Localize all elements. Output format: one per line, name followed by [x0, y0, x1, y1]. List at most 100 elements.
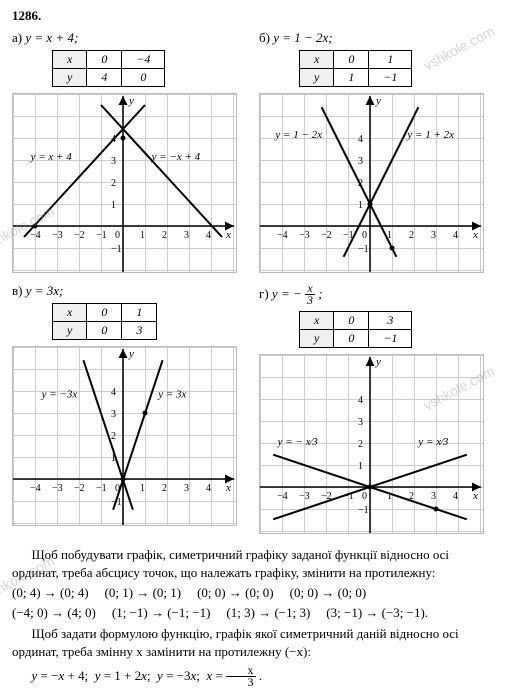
cell: x	[53, 304, 87, 322]
svg-text:x: x	[472, 229, 478, 241]
table-v: x01 y03	[52, 303, 157, 340]
svg-text:2: 2	[162, 483, 167, 494]
svg-text:−4: −4	[277, 230, 288, 241]
svg-text:−2: −2	[321, 230, 332, 241]
letter-b: б)	[259, 30, 270, 45]
chart-a: xy−4−3−2−101234−11234y = x + 4y = −x + 4	[12, 93, 237, 273]
cell: y	[53, 69, 87, 87]
svg-text:1: 1	[358, 461, 363, 472]
equation-b: y = 1 − 2x;	[273, 30, 332, 45]
svg-text:y = −3x: y = −3x	[41, 389, 78, 401]
svg-text:x: x	[225, 229, 231, 241]
svg-text:4: 4	[358, 134, 363, 145]
map-item: (1; −1) → (−1; −1)	[112, 604, 211, 622]
svg-text:4: 4	[206, 230, 211, 241]
letter-v: в)	[12, 283, 22, 298]
svg-text:4: 4	[111, 387, 116, 398]
svg-text:−3: −3	[52, 230, 63, 241]
cell: 0	[122, 69, 165, 87]
svg-text:y = x⁄3: y = x⁄3	[417, 436, 449, 448]
cell: x	[53, 51, 87, 69]
explanation-block: Щоб побудувати графік, симетричний графі…	[12, 546, 496, 689]
svg-text:y = 1 + 2x: y = 1 + 2x	[406, 129, 454, 141]
cell: 0	[87, 304, 122, 322]
svg-text:0: 0	[362, 230, 367, 241]
chart-v: xy−4−3−2−101234−11234y = −3xy = 3x	[12, 346, 237, 526]
cell: 0	[334, 51, 369, 69]
cell: x	[300, 311, 334, 329]
svg-text:−1: −1	[358, 505, 369, 516]
map-item: (1; 3) → (−1; 3)	[226, 604, 310, 622]
svg-text:3: 3	[111, 156, 116, 167]
svg-text:4: 4	[358, 395, 363, 406]
map-item: (3; −1) → (−3; −1).	[326, 604, 428, 622]
cell: y	[300, 329, 334, 347]
svg-text:y: y	[375, 95, 381, 107]
svg-text:y = 1 − 2x: y = 1 − 2x	[274, 129, 322, 141]
svg-text:1: 1	[140, 483, 145, 494]
cell: y	[300, 69, 334, 87]
equation-a: y = x + 4;	[25, 30, 78, 45]
map-item: (0; 0) → (0; 0)	[197, 584, 274, 602]
svg-text:−3: −3	[52, 483, 63, 494]
cell: 0	[87, 322, 122, 340]
svg-text:2: 2	[358, 439, 363, 450]
map-item: (0; 1) → (0; 1)	[105, 584, 182, 602]
cell: 3	[369, 311, 412, 329]
svg-text:4: 4	[453, 491, 458, 502]
mapping-row-2: (−4; 0) → (4; 0) (1; −1) → (−1; −1) (1; …	[12, 604, 496, 622]
svg-text:0: 0	[362, 491, 367, 502]
svg-text:y = 3x: y = 3x	[157, 389, 186, 401]
table-a: x0−4 y40	[52, 50, 165, 87]
cell: 3	[122, 322, 157, 340]
svg-text:3: 3	[111, 409, 116, 420]
chart-g: xy−4−3−2−101234−11234y = − x⁄3y = x⁄3	[259, 354, 484, 534]
cell: −4	[122, 51, 165, 69]
svg-text:y: y	[128, 95, 134, 107]
cell: 0	[334, 329, 369, 347]
subproblem-v: в) y = 3x; x01 y03 xy−4−3−2−101234−11234…	[12, 283, 249, 540]
svg-text:0: 0	[115, 230, 120, 241]
cell: −1	[369, 329, 412, 347]
svg-text:y: y	[375, 356, 381, 368]
cell: 4	[87, 69, 122, 87]
cell: 0	[334, 311, 369, 329]
cell: 1	[369, 51, 412, 69]
map-item: (0; 4) → (0; 4)	[12, 584, 89, 602]
svg-text:4: 4	[206, 483, 211, 494]
svg-text:−2: −2	[74, 483, 85, 494]
svg-text:2: 2	[409, 230, 414, 241]
svg-text:1: 1	[140, 230, 145, 241]
explain-p1: Щоб побудувати графік, симетричний графі…	[12, 546, 496, 582]
svg-text:−4: −4	[30, 483, 41, 494]
svg-text:1: 1	[111, 200, 116, 211]
svg-text:y = −x + 4: y = −x + 4	[151, 151, 201, 163]
svg-text:x: x	[472, 490, 478, 502]
subproblem-g: г) y = − x3 ; x03 y0−1 xy−4−3−2−101234−1…	[259, 283, 496, 540]
svg-text:2: 2	[162, 230, 167, 241]
svg-text:−3: −3	[299, 491, 310, 502]
svg-text:−1: −1	[96, 230, 107, 241]
mapping-row-1: (0; 4) → (0; 4) (0; 1) → (0; 1) (0; 0) →…	[12, 584, 496, 602]
cell: −1	[369, 69, 412, 87]
chart-b: xy−4−3−2−101234−11234y = 1 − 2xy = 1 + 2…	[259, 93, 484, 273]
table-b: x01 y1−1	[299, 50, 412, 87]
cell: 1	[122, 304, 157, 322]
subproblem-b: б) y = 1 − 2x; x01 y1−1 xy−4−3−2−101234−…	[259, 30, 496, 279]
svg-text:−1: −1	[358, 244, 369, 255]
letter-g: г)	[259, 286, 269, 301]
svg-text:3: 3	[431, 491, 436, 502]
svg-text:−2: −2	[74, 230, 85, 241]
table-g: x03 y0−1	[299, 311, 412, 348]
svg-text:y: y	[128, 348, 134, 360]
equation-g: y = − x3 ;	[272, 286, 323, 301]
svg-text:−4: −4	[30, 230, 41, 241]
problem-number: 1286.	[12, 8, 496, 24]
map-item: (0; 0) → (0; 0)	[290, 584, 367, 602]
subproblem-a: а) y = x + 4; x0−4 y40 xy−4−3−2−101234−1…	[12, 30, 249, 279]
svg-text:−4: −4	[277, 491, 288, 502]
svg-text:3: 3	[431, 230, 436, 241]
svg-text:−1: −1	[96, 483, 107, 494]
cell: 1	[334, 69, 369, 87]
svg-text:x: x	[225, 482, 231, 494]
